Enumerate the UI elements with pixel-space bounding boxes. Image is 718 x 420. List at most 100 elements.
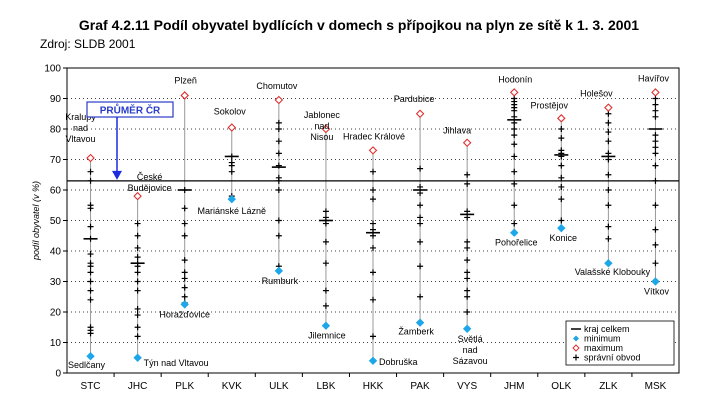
obvod-point <box>558 218 564 224</box>
average-label: PRŮMĚR ČR <box>100 103 161 117</box>
y-tick-label: 50 <box>50 216 62 227</box>
max-label: Pardubice <box>394 94 435 104</box>
obvod-point <box>182 221 188 227</box>
max-point <box>605 104 612 111</box>
obvod-point <box>370 297 376 303</box>
obvod-point <box>652 138 658 144</box>
obvod-point <box>88 224 94 230</box>
average-arrow-head <box>112 171 122 180</box>
obvod-point <box>276 218 282 224</box>
obvod-point <box>511 202 517 208</box>
max-label: Havířov <box>638 73 670 83</box>
y-axis-label: podíl obyvatel (v %) <box>31 181 41 261</box>
obvod-point <box>88 169 94 175</box>
obvod-point <box>276 120 282 126</box>
obvod-point <box>652 150 658 156</box>
obvod-point <box>370 221 376 227</box>
y-tick-label: 20 <box>50 308 62 319</box>
min-label: Jilemnice <box>308 331 346 341</box>
obvod-point <box>605 150 611 156</box>
obvod-point <box>558 175 564 181</box>
obvod-point <box>370 169 376 175</box>
min-point <box>87 353 94 360</box>
min-label: Rumburk <box>262 276 299 286</box>
obvod-point <box>276 126 282 132</box>
obvod-point <box>135 254 141 260</box>
min-point <box>322 322 329 329</box>
obvod-point <box>182 205 188 211</box>
x-tick-label: MSK <box>645 381 667 392</box>
min-point <box>605 260 612 267</box>
max-point <box>228 124 235 131</box>
obvod-point <box>182 294 188 300</box>
obvod-point <box>182 285 188 291</box>
max-label: Hodonín <box>498 74 532 84</box>
obvod-point <box>182 233 188 239</box>
obvod-point <box>558 135 564 141</box>
obvod-point <box>182 275 188 281</box>
obvod-point <box>417 202 423 208</box>
obvod-point <box>464 309 470 315</box>
obvod-point <box>88 279 94 285</box>
legend-label: minimum <box>584 334 621 344</box>
obvod-point <box>417 166 423 172</box>
obvod-point <box>88 269 94 275</box>
obvod-point <box>511 153 517 159</box>
obvod-point <box>511 181 517 187</box>
obvod-point <box>276 187 282 193</box>
obvod-point <box>229 163 235 169</box>
obvod-point <box>652 242 658 248</box>
obvod-point <box>323 208 329 214</box>
obvod-point <box>323 288 329 294</box>
obvod-point <box>652 144 658 150</box>
obvod-point <box>558 196 564 202</box>
obvod-point <box>464 275 470 281</box>
min-label: Sedlčany <box>68 360 106 370</box>
obvod-point <box>605 224 611 230</box>
y-tick-label: 10 <box>50 338 62 349</box>
obvod-point <box>135 233 141 239</box>
x-tick-label: KVK <box>222 381 242 392</box>
obvod-point <box>276 138 282 144</box>
y-tick-label: 0 <box>55 369 61 380</box>
obvod-point <box>135 324 141 330</box>
obvod-point <box>464 245 470 251</box>
max-label: Jihlava <box>443 126 471 136</box>
max-point <box>134 193 141 200</box>
x-tick-label: PLK <box>175 381 194 392</box>
obvod-point <box>464 288 470 294</box>
obvod-point <box>511 126 517 132</box>
obvod-point <box>370 333 376 339</box>
obvod-point <box>88 205 94 211</box>
obvod-point <box>511 108 517 114</box>
max-point <box>464 139 471 146</box>
obvod-point <box>417 214 423 220</box>
obvod-point <box>464 257 470 263</box>
obvod-point <box>605 172 611 178</box>
max-point <box>275 97 282 104</box>
x-tick-label: ULK <box>269 381 289 392</box>
obvod-point <box>182 269 188 275</box>
obvod-point <box>558 126 564 132</box>
min-label: Mariánské Lázně <box>197 206 266 216</box>
obvod-point <box>652 102 658 108</box>
obvod-point <box>370 233 376 239</box>
min-point <box>275 267 282 274</box>
x-tick-label: HKK <box>363 381 384 392</box>
min-label: Světlá nad Sázavou <box>453 334 488 366</box>
min-label: Týn nad Vltavou <box>144 358 209 368</box>
obvod-point <box>511 169 517 175</box>
obvod-point <box>135 288 141 294</box>
obvod-point <box>417 184 423 190</box>
obvod-point <box>558 163 564 169</box>
obvod-point <box>88 251 94 257</box>
obvod-point <box>417 239 423 245</box>
obvod-point <box>88 330 94 336</box>
obvod-point <box>88 297 94 303</box>
obvod-point <box>652 202 658 208</box>
y-tick-label: 90 <box>50 94 62 105</box>
obvod-point <box>323 221 329 227</box>
obvod-point <box>417 221 423 227</box>
x-tick-label: STC <box>81 381 101 392</box>
max-point <box>370 147 377 154</box>
